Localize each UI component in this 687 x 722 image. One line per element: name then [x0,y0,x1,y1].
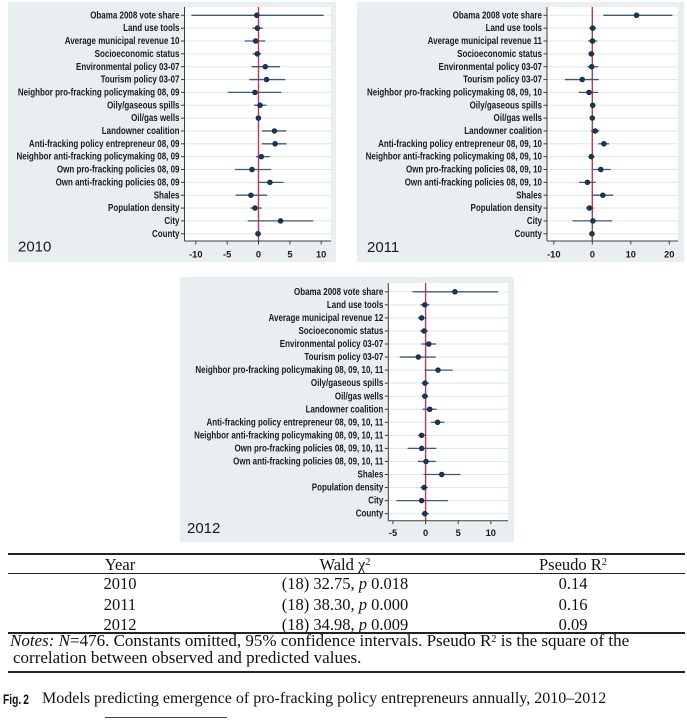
svg-text:City: City [527,215,542,226]
svg-text:Tourism policy 03-07: Tourism policy 03-07 [304,351,383,362]
svg-text:5: 5 [456,528,461,538]
svg-text:10: 10 [316,249,326,259]
svg-text:Tourism policy 03-07: Tourism policy 03-07 [463,74,542,85]
svg-text:Environmental policy 03-07: Environmental policy 03-07 [438,61,542,72]
svg-text:Land use tools: Land use tools [327,299,383,310]
svg-text:Own anti-fracking policies 08,: Own anti-fracking policies 08, 09, 10, 1… [233,456,383,467]
svg-text:2010: 2010 [18,239,51,256]
svg-text:Oily/gaseous spills: Oily/gaseous spills [470,100,542,111]
svg-text:0: 0 [590,249,595,259]
svg-text:Neighbor pro-fracking policyma: Neighbor pro-fracking policymaking 08, 0… [195,364,383,375]
svg-text:Anti-fracking policy entrepren: Anti-fracking policy entrepreneur 08, 09… [206,417,383,428]
svg-text:Obama 2008 vote share: Obama 2008 vote share [90,10,179,21]
svg-text:Tourism policy 03-07: Tourism policy 03-07 [101,74,180,85]
svg-text:Oil/gas wells: Oil/gas wells [131,112,179,123]
svg-text:10: 10 [626,249,636,259]
svg-text:-5: -5 [389,528,397,538]
svg-text:5: 5 [287,249,292,259]
svg-text:Shales: Shales [358,469,384,480]
svg-text:City: City [164,215,179,226]
svg-text:20: 20 [664,249,674,259]
svg-text:Own pro-fracking policies 08,: Own pro-fracking policies 08, 09, 10, 11 [234,443,383,454]
svg-text:Oil/gas wells: Oil/gas wells [494,112,542,123]
svg-text:Anti-fracking policy entrepren: Anti-fracking policy entrepreneur 08, 09… [378,138,542,149]
svg-text:Average municipal revenue 10: Average municipal revenue 10 [65,35,180,46]
svg-text:Socioeconomic status: Socioeconomic status [298,325,383,336]
svg-text:Landowner coalition: Landowner coalition [306,404,384,415]
svg-text:Anti-fracking policy entrepren: Anti-fracking policy entrepreneur 08, 09 [29,138,180,149]
svg-text:Shales: Shales [154,189,180,200]
svg-text:2011: 2011 [367,239,399,256]
svg-text:Average municipal revenue 12: Average municipal revenue 12 [269,312,384,323]
svg-text:0: 0 [423,528,428,538]
svg-text:Obama 2008 vote share: Obama 2008 vote share [453,10,542,21]
svg-text:Own pro-fracking policies 08,: Own pro-fracking policies 08, 09 [57,164,180,175]
svg-text:Environmental policy 03-07: Environmental policy 03-07 [280,338,384,349]
svg-text:0: 0 [256,249,261,259]
svg-text:Landowner coalition: Landowner coalition [464,125,542,136]
svg-text:Socioeconomic status: Socioeconomic status [95,48,180,59]
svg-text:-10: -10 [189,249,202,259]
svg-text:Landowner coalition: Landowner coalition [102,125,180,136]
svg-text:Oily/gaseous spills: Oily/gaseous spills [107,100,179,111]
svg-text:Population density: Population density [108,202,180,213]
svg-text:Shales: Shales [516,189,542,200]
svg-text:Environmental policy 03-07: Environmental policy 03-07 [76,61,180,72]
svg-text:Own anti-fracking policies 08,: Own anti-fracking policies 08, 09, 10 [405,177,542,188]
svg-text:Socioeconomic status: Socioeconomic status [457,48,542,59]
svg-text:Oil/gas wells: Oil/gas wells [335,390,383,401]
svg-text:Population density: Population density [312,482,384,493]
svg-text:Neighbor anti-fracking policym: Neighbor anti-fracking policymaking 08, … [366,151,542,162]
svg-text:Neighbor anti-fracking policym: Neighbor anti-fracking policymaking 08, … [194,430,383,441]
svg-text:Neighbor pro-fracking policyma: Neighbor pro-fracking policymaking 08, 0… [18,87,180,98]
svg-text:County: County [356,508,384,519]
svg-text:Neighbor pro-fracking policyma: Neighbor pro-fracking policymaking 08, 0… [367,87,542,98]
svg-text:County: County [152,228,180,239]
svg-text:2012: 2012 [187,520,220,537]
svg-text:Oily/gaseous spills: Oily/gaseous spills [311,377,383,388]
svg-text:10: 10 [486,528,496,538]
svg-text:City: City [368,495,383,506]
svg-text:-10: -10 [547,249,560,259]
svg-text:County: County [514,228,542,239]
svg-text:Neighbor anti-fracking policym: Neighbor anti-fracking policymaking 08, … [16,151,179,162]
svg-text:Land use tools: Land use tools [123,22,179,33]
svg-text:Obama 2008 vote share: Obama 2008 vote share [294,286,383,297]
svg-text:Own pro-fracking policies 08,: Own pro-fracking policies 08, 09, 10 [406,164,542,175]
svg-text:Land use tools: Land use tools [486,22,542,33]
svg-text:Own anti-fracking policies 08,: Own anti-fracking policies 08, 09 [56,177,180,188]
svg-text:Population density: Population density [470,202,542,213]
svg-text:Average municipal revenue 11: Average municipal revenue 11 [428,35,542,46]
svg-text:-5: -5 [223,249,231,259]
